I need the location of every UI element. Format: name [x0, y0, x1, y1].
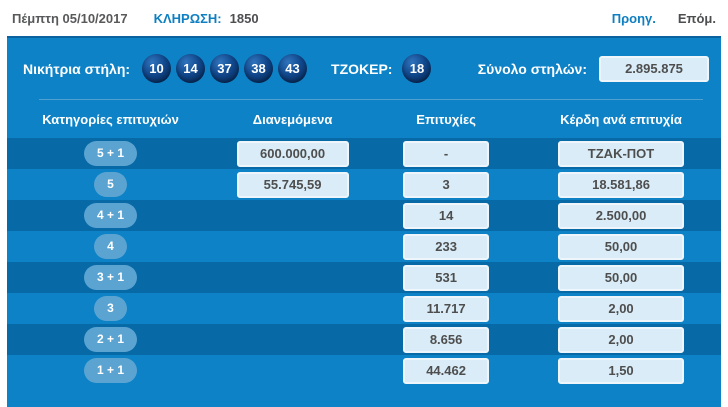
header-prize: Κέρδη ανά επιτυχία — [560, 111, 682, 127]
draw-number: 1850 — [229, 10, 259, 26]
header-winners: Επιτυχίες — [416, 111, 476, 127]
winners-value: - — [403, 140, 490, 167]
category-pill: 1 + 1 — [84, 358, 138, 383]
table-row: 4 233 50,00 — [7, 231, 721, 262]
table-row: 4 + 1 14 2.500,00 — [7, 200, 721, 231]
table-row: 2 + 1 8.656 2,00 — [7, 324, 721, 355]
category-pill: 2 + 1 — [84, 327, 138, 352]
category-pill: 4 + 1 — [84, 203, 138, 228]
winners-value: 531 — [403, 264, 490, 291]
winners-value: 11.717 — [403, 295, 490, 322]
winning-number-ball: 43 — [278, 54, 308, 83]
table-row: 5 + 1 600.000,00 - ΤΖΑΚ-ΠΟΤ — [7, 138, 721, 169]
winning-number-ball: 38 — [244, 54, 274, 83]
winners-value: 3 — [403, 171, 490, 198]
prize-value: ΤΖΑΚ-ΠΟΤ — [558, 140, 685, 167]
section-divider — [39, 99, 703, 100]
winners-value: 44.462 — [403, 357, 490, 384]
previous-draw-link[interactable]: Προηγ. — [611, 10, 656, 26]
total-columns: Σύνολο στηλών: 2.895.875 — [477, 55, 709, 82]
draw-label: ΚΛΗΡΩΣΗ: — [153, 10, 222, 26]
header-categories: Κατηγορίες επιτυχιών — [42, 111, 179, 127]
winning-number-ball: 37 — [210, 54, 240, 83]
table-header-row: Κατηγορίες επιτυχιών Διανεμόμενα Επιτυχί… — [7, 100, 721, 138]
table-row: 1 + 1 44.462 1,50 — [7, 355, 721, 386]
distributed-value: 600.000,00 — [236, 140, 349, 167]
prize-table-body: 5 + 1 600.000,00 - ΤΖΑΚ-ΠΟΤ 5 55.745,59 3 18.58… — [7, 138, 721, 386]
prize-value: 50,00 — [558, 264, 685, 291]
distributed-value: 55.745,59 — [236, 171, 349, 198]
winners-value: 233 — [403, 233, 490, 260]
top-bar: Πέμπτη 05/10/2017 ΚΛΗΡΩΣΗ: 1850 Προηγ. Ε… — [0, 0, 728, 36]
prize-value: 2,00 — [558, 326, 685, 353]
draw-date: Πέμπτη 05/10/2017 — [12, 10, 128, 26]
winners-value: 8.656 — [403, 326, 490, 353]
prize-value: 2,00 — [558, 295, 685, 322]
prize-value: 1,50 — [558, 357, 685, 384]
winning-numbers-row: Νικήτρια στήλη: 10 14 37 38 43 ΤΖΟΚΕΡ: 18 Σύ… — [7, 38, 721, 97]
winning-number-balls: 10 14 37 38 43 — [142, 54, 308, 83]
winning-numbers-label: Νικήτρια στήλη: — [23, 60, 131, 77]
category-pill: 3 — [94, 296, 127, 321]
category-pill: 4 — [94, 234, 127, 259]
prize-value: 50,00 — [558, 233, 685, 260]
joker-number-ball: 18 — [402, 54, 432, 83]
winning-number-ball: 10 — [142, 54, 172, 83]
joker-label: ΤΖΟΚΕΡ: — [331, 60, 393, 77]
total-columns-label: Σύνολο στηλών: — [477, 60, 587, 77]
winners-value: 14 — [403, 202, 490, 229]
winning-number-ball: 14 — [176, 54, 206, 83]
table-row: 5 55.745,59 3 18.581,86 — [7, 169, 721, 200]
table-row: 3 11.717 2,00 — [7, 293, 721, 324]
draw-nav: Προηγ. Επόμ. — [612, 11, 716, 26]
category-pill: 5 — [94, 172, 127, 197]
table-row: 3 + 1 531 50,00 — [7, 262, 721, 293]
prize-value: 2.500,00 — [558, 202, 685, 229]
results-panel: Νικήτρια στήλη: 10 14 37 38 43 ΤΖΟΚΕΡ: 18 Σύ… — [7, 36, 721, 407]
category-pill: 3 + 1 — [84, 265, 138, 290]
category-pill: 5 + 1 — [84, 141, 138, 166]
next-draw-link[interactable]: Επόμ. — [677, 10, 716, 26]
header-distributed: Διανεμόμενα — [252, 111, 333, 127]
prize-value: 18.581,86 — [558, 171, 685, 198]
total-columns-value: 2.895.875 — [599, 55, 709, 82]
